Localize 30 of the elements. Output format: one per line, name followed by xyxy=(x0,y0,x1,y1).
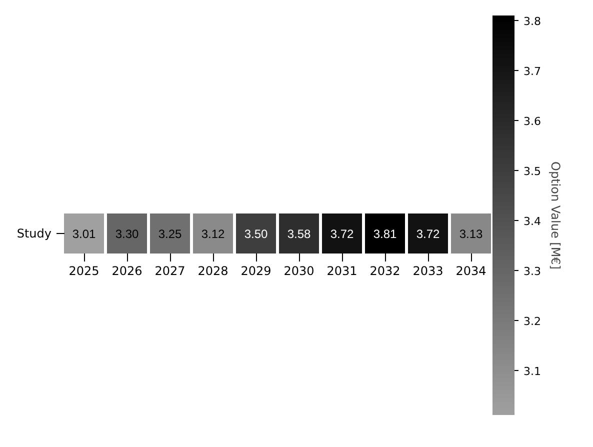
x-tick-label: 2031 xyxy=(326,264,358,278)
data-label: 3.72 xyxy=(416,227,440,241)
color-bar-label: 3.4 xyxy=(524,215,541,228)
data-label: 3.58 xyxy=(287,227,312,241)
data-label: 3.12 xyxy=(201,227,226,241)
color-bar-label: 3.7 xyxy=(524,65,541,78)
data-label: 3.72 xyxy=(330,227,354,241)
x-tick-label: 2032 xyxy=(370,264,400,278)
data-label: 3.01 xyxy=(72,227,96,241)
data-label: 3.50 xyxy=(244,227,268,241)
x-tick-label: 2025 xyxy=(68,264,100,278)
color-bar-label: 3.8 xyxy=(524,15,541,28)
color-bar-label: 3.2 xyxy=(524,315,541,328)
color-bar-label: 3.6 xyxy=(524,115,541,128)
x-tick-label: 2027 xyxy=(154,264,186,278)
x-tick-label: 2029 xyxy=(240,264,272,278)
x-tick-label: 2030 xyxy=(284,264,314,278)
color-bar-title: Option Value [M€] xyxy=(548,162,562,270)
color-bar-label: 3.3 xyxy=(524,265,541,278)
x-tick-label: 2033 xyxy=(412,264,444,278)
data-label: 3.30 xyxy=(115,227,140,241)
x-tick-label: 2034 xyxy=(456,264,486,278)
color-bar-label: 3.5 xyxy=(524,165,541,178)
x-tick-label: 2026 xyxy=(112,264,142,278)
data-label: 3.13 xyxy=(459,227,484,241)
y-tick-label: Study xyxy=(16,226,52,240)
data-label: 3.81 xyxy=(373,227,398,241)
data-label: 3.25 xyxy=(158,227,182,241)
color-bar-label: 3.1 xyxy=(524,365,541,378)
x-tick-label: 2028 xyxy=(198,264,228,278)
